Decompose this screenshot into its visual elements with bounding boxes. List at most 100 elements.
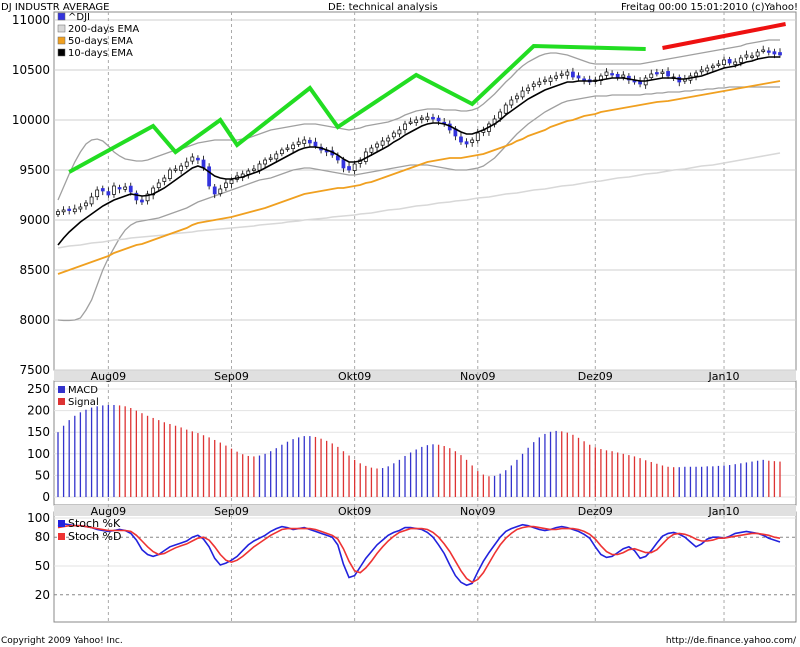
candle-body (95, 189, 100, 198)
candle-body (218, 188, 223, 195)
candle-body (252, 168, 256, 171)
candle-body (263, 159, 267, 165)
month-label-macd: Dez09 (578, 505, 613, 518)
month-label-price: Dez09 (578, 370, 613, 383)
stoch-legend-label: Stoch %K (68, 517, 121, 530)
month-label-price: Aug09 (91, 370, 126, 383)
month-label-macd: Jan10 (708, 505, 740, 518)
price-legend-swatch (57, 24, 66, 33)
candle-body (772, 51, 777, 55)
candle-body (705, 67, 710, 72)
macd-tick-label: 150 (27, 425, 50, 439)
stoch-tick-label: 20 (35, 588, 50, 602)
candle-body (56, 211, 60, 215)
candle-body (431, 116, 435, 120)
header-center-title: DE: technical analysis (328, 2, 438, 13)
candle-body (391, 132, 396, 138)
candle-body (397, 129, 402, 135)
candle-body (744, 54, 749, 58)
candle-body (649, 73, 654, 79)
candle-body (112, 185, 116, 195)
candle-body (89, 196, 94, 205)
candle-body (78, 206, 83, 210)
candle-body (72, 208, 77, 213)
candle-body (660, 71, 665, 74)
candle-body (61, 209, 66, 213)
candle-body (291, 144, 295, 149)
candle-body (548, 77, 553, 82)
price-tick-label: 8000 (19, 313, 50, 327)
price-legend-swatch (57, 36, 66, 45)
price-tick-label: 7500 (19, 363, 50, 377)
candle-body (67, 208, 72, 211)
price-tick-label: 10000 (12, 113, 50, 127)
candle-body (559, 73, 564, 76)
candle-body (224, 182, 228, 188)
candle-body (151, 187, 156, 196)
candle-body (464, 141, 469, 145)
stoch-d-line (57, 524, 781, 584)
candle-body (475, 132, 480, 141)
macd-tick-label: 50 (35, 468, 50, 482)
candle-body (604, 71, 609, 76)
candle-body (537, 81, 542, 85)
candle-body (100, 188, 105, 192)
ema200-line (57, 152, 781, 249)
candle-body (733, 61, 738, 65)
trendline (68, 43, 646, 174)
macd-tick-label: 100 (27, 447, 50, 461)
candle-body (145, 193, 150, 202)
candle-body (296, 141, 301, 145)
candle-body (184, 161, 189, 167)
candle-body (470, 139, 475, 143)
macd-legend-swatch (58, 398, 65, 405)
candle-body (168, 169, 172, 179)
header-right-title: Freitag 00:00 15:01:2010 (c)Yahoo! (621, 2, 798, 13)
candle-body (380, 140, 385, 146)
price-tick-label: 10500 (12, 63, 50, 77)
candle-body (369, 147, 374, 153)
month-label-macd: Nov09 (460, 505, 495, 518)
candle-body (761, 49, 766, 52)
candle-body (156, 182, 161, 189)
candle-body (212, 186, 217, 195)
macd-tick-label: 200 (27, 404, 50, 418)
price-legend-label: 200-days EMA (68, 24, 139, 35)
price-legend-label: 10-days EMA (68, 48, 133, 59)
candle-body (123, 186, 128, 190)
header-left-title: DJ INDUSTR AVERAGE (1, 2, 110, 13)
candle-body (268, 157, 273, 160)
candle-body (162, 177, 167, 182)
candle-body (313, 141, 318, 147)
candle-body (621, 74, 626, 78)
candle-body (347, 166, 351, 171)
stoch-legend-swatch (58, 533, 65, 540)
candle-body (666, 71, 670, 77)
price-legend-swatch (57, 48, 66, 57)
candle-body (279, 149, 284, 155)
candle-body (694, 72, 698, 77)
candle-body (778, 52, 782, 56)
candle-body (710, 65, 715, 69)
candle-body (190, 156, 195, 162)
macd-month-band (54, 505, 796, 516)
candle-body (554, 75, 559, 79)
month-label-price: Jan10 (708, 370, 740, 383)
price-tick-label: 9500 (19, 163, 50, 177)
candle-body (699, 69, 704, 73)
candle-body (654, 72, 659, 75)
candle-body (414, 119, 419, 123)
candle-body (610, 73, 614, 76)
candle-body (229, 179, 234, 184)
ema50-line (57, 80, 781, 275)
candle-body (520, 90, 525, 98)
candle-body (515, 95, 519, 100)
stoch-legend-swatch (58, 520, 65, 527)
candle-body (341, 159, 346, 169)
candle-body (207, 166, 211, 187)
candle-body (403, 123, 407, 131)
candle-body (565, 71, 570, 76)
candle-body (425, 116, 430, 120)
candle-body (196, 157, 200, 161)
